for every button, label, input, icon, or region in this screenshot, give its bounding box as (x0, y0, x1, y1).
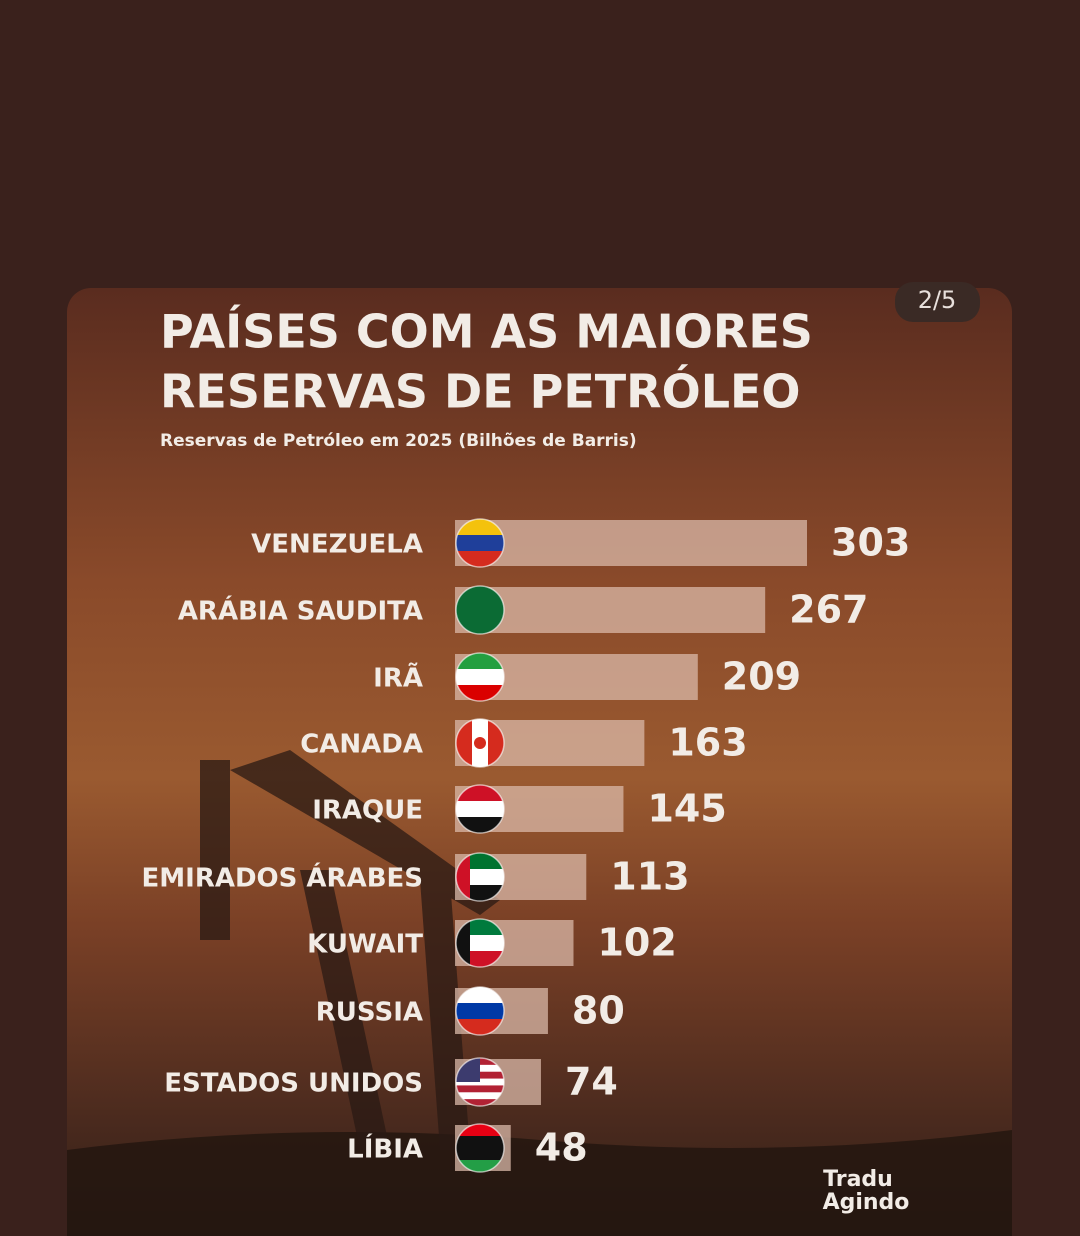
page-indicator-pill (895, 282, 980, 322)
flag-stripe (456, 669, 504, 686)
category-label: IRÃ (373, 662, 423, 694)
flag-border (455, 1123, 505, 1173)
flag-stripe (456, 586, 504, 634)
category-label: LÍBIA (347, 1133, 423, 1165)
category-label: EMIRADOS ÁRABES (142, 862, 423, 894)
value-label: 102 (597, 921, 676, 965)
flag-stripe (456, 1078, 504, 1086)
flag-stripe (456, 653, 504, 670)
title-line: PAÍSES COM AS MAIORES (160, 305, 813, 359)
flag-border (455, 652, 505, 702)
value-label: 163 (668, 721, 747, 765)
flag-stripe (456, 785, 504, 802)
flag-stripe (456, 535, 504, 552)
flag-border (455, 585, 505, 635)
flag-stripe (456, 801, 504, 818)
flag-emblem (474, 737, 486, 749)
bar (455, 520, 807, 566)
logo: Agindo (823, 1190, 910, 1215)
flag-border (455, 518, 505, 568)
page-indicator: 2/5 (918, 286, 957, 314)
flag-border (455, 852, 505, 902)
value-label: 209 (722, 655, 801, 699)
flag-stripe (456, 1136, 504, 1149)
flag-border (455, 918, 505, 968)
value-label: 80 (572, 989, 625, 1033)
ground (67, 1130, 1012, 1236)
flag-stripe (456, 1085, 504, 1093)
value-label: 48 (535, 1126, 588, 1170)
bar (455, 587, 766, 633)
category-label: VENEZUELA (251, 530, 423, 560)
title-line: RESERVAS DE PETRÓLEO (160, 365, 801, 419)
flag-border (455, 784, 505, 834)
flag-border (455, 986, 505, 1036)
flag (456, 653, 504, 701)
category-label: RUSSIA (316, 998, 423, 1028)
value-label: 267 (789, 588, 868, 632)
value-label: 145 (647, 787, 726, 831)
flag-stripe (456, 987, 504, 1004)
category-label: IRAQUE (312, 796, 423, 826)
logo: Tradu (823, 1167, 893, 1192)
subtitle: Reservas de Petróleo em 2025 (Bilhões de… (160, 431, 637, 451)
flag-border (455, 1057, 505, 1107)
flag-border (455, 718, 505, 768)
flag-stripe (456, 719, 473, 767)
flag-stripe (456, 1003, 504, 1020)
category-label: CANADA (300, 730, 423, 760)
flag (456, 586, 504, 634)
flag-stripe (456, 1148, 504, 1161)
category-label: ESTADOS UNIDOS (164, 1069, 423, 1099)
category-label: ARÁBIA SAUDITA (178, 595, 423, 627)
flag-stripe (456, 1092, 504, 1100)
category-label: KUWAIT (307, 930, 423, 960)
value-label: 74 (565, 1060, 618, 1104)
flag-stripe (456, 519, 504, 536)
value-label: 303 (831, 521, 910, 565)
value-label: 113 (610, 855, 689, 899)
flag-stripe (456, 1099, 504, 1106)
flag (456, 1058, 504, 1106)
